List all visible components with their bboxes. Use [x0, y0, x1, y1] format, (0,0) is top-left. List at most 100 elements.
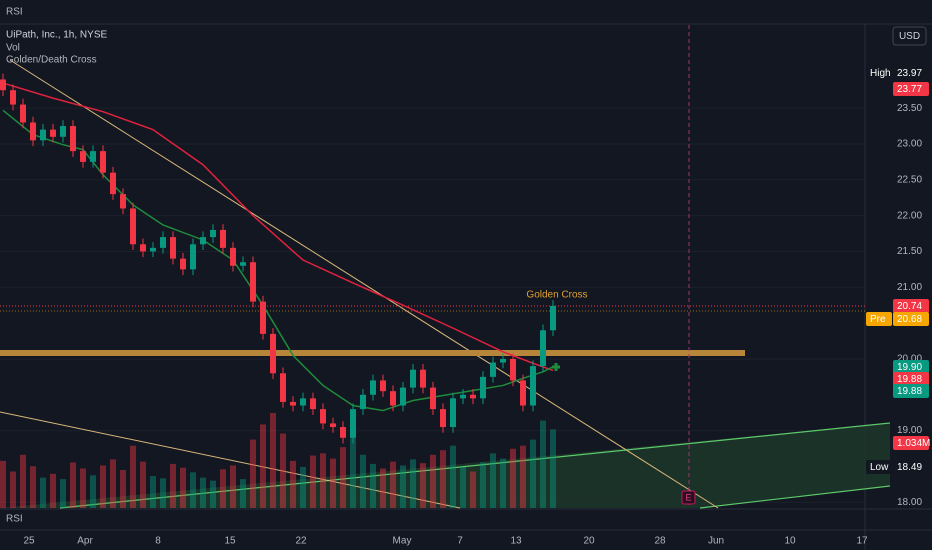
price-badge-label: 23.97 — [897, 68, 922, 79]
candle-body — [310, 398, 316, 410]
x-tick-label: 13 — [510, 536, 522, 547]
x-tick-label: 8 — [155, 536, 161, 547]
volume-bar — [190, 472, 196, 508]
volume-bar — [390, 461, 396, 508]
volume-bar — [120, 470, 126, 508]
x-tick-label: 20 — [583, 536, 595, 547]
volume-bar — [460, 466, 466, 508]
trendline — [9, 59, 719, 509]
candle-body — [550, 305, 556, 331]
volume-bar — [70, 462, 76, 508]
volume-bar — [450, 445, 456, 508]
price-badge — [893, 384, 929, 398]
volume-bar — [380, 468, 386, 508]
volume-bar — [230, 465, 236, 508]
price-badge-tag — [866, 312, 892, 326]
price-badge — [893, 436, 929, 450]
candle-body — [40, 129, 46, 141]
annotation: Golden Cross — [526, 290, 587, 301]
volume-bar — [340, 447, 346, 508]
channel-fill — [0, 423, 890, 508]
x-tick-label: Jun — [708, 536, 724, 547]
volume-bar — [80, 468, 86, 508]
candle-body — [300, 398, 306, 406]
candle-body — [450, 398, 456, 428]
price-axis: 18.00 19.00 20.00 21.00 21.50 22.00 22.50 23.00… — [866, 66, 930, 508]
volume-bar — [480, 462, 486, 508]
volume-bar — [40, 477, 46, 508]
x-tick-label: 22 — [295, 536, 307, 547]
candle-body — [370, 380, 376, 395]
price-badge — [893, 299, 929, 313]
cross-marker — [552, 363, 560, 371]
earnings-icon[interactable] — [681, 490, 696, 505]
channel-line — [699, 485, 891, 509]
volume-bar — [210, 480, 216, 508]
price-badge — [893, 312, 929, 326]
candle-body — [110, 172, 116, 195]
candle-body — [280, 373, 286, 402]
rsi-label: RSI — [6, 514, 23, 525]
candle-body — [200, 237, 206, 245]
volume-bar — [360, 454, 366, 508]
candle-body — [500, 358, 506, 363]
candle-body — [100, 151, 106, 173]
candle-body — [360, 394, 366, 410]
trendline — [0, 411, 461, 509]
x-tick-label: 7 — [457, 536, 463, 547]
candle-body — [70, 126, 76, 152]
volume-bar — [20, 454, 26, 508]
candle-body — [380, 380, 386, 392]
candle-body — [220, 229, 226, 248]
y-tick-label: 23.00 — [897, 139, 922, 150]
price-badge — [893, 66, 929, 80]
volume-bar — [250, 439, 256, 508]
candle-body — [80, 151, 86, 162]
volume-bar — [410, 459, 416, 508]
price-badge-tag-label: Low — [870, 462, 889, 473]
candle-body — [290, 401, 296, 406]
candle-body — [0, 79, 6, 91]
candle-body — [270, 333, 276, 374]
volume-bar — [530, 439, 536, 508]
y-tick-label: 20.00 — [897, 354, 922, 365]
candle-body — [180, 258, 186, 270]
time-axis: 25 Apr 8 15 22 May 7 13 20 28 Jun 10 17 — [23, 536, 868, 547]
volume-bar — [490, 453, 496, 508]
moving-averages — [2, 82, 554, 412]
volume-bar — [300, 466, 306, 508]
volume-bar — [540, 420, 546, 508]
volume-bar — [30, 466, 36, 508]
volume-bar — [60, 479, 66, 508]
candle-body — [120, 194, 126, 209]
candle-body — [420, 369, 426, 388]
volume-bar — [310, 455, 316, 508]
volume-bar — [110, 459, 116, 508]
volume-bar — [430, 454, 436, 508]
candle-body — [430, 387, 436, 410]
volume-bar — [50, 473, 56, 508]
candles — [0, 73, 556, 444]
candle-body — [140, 244, 146, 252]
candle-body — [30, 122, 36, 141]
volume-bar — [150, 476, 156, 508]
indicator-label: Golden/Death Cross — [6, 55, 97, 66]
candle-body — [20, 104, 26, 123]
volume-bar — [500, 458, 506, 508]
currency-button[interactable] — [892, 26, 927, 46]
volume-bar — [420, 463, 426, 508]
y-tick-label: 21.50 — [897, 246, 922, 257]
price-badge-label: 19.90 — [897, 362, 922, 373]
candle-body — [320, 409, 326, 424]
candle-body — [340, 427, 346, 438]
candle-body — [10, 90, 16, 105]
volume-bar — [320, 453, 326, 508]
candle-body — [260, 301, 266, 334]
price-badge — [893, 460, 929, 474]
candle-body — [350, 409, 356, 438]
x-tick-label: 28 — [654, 536, 666, 547]
price-badge-label: 23.77 — [897, 84, 922, 95]
candle-body — [330, 423, 336, 428]
